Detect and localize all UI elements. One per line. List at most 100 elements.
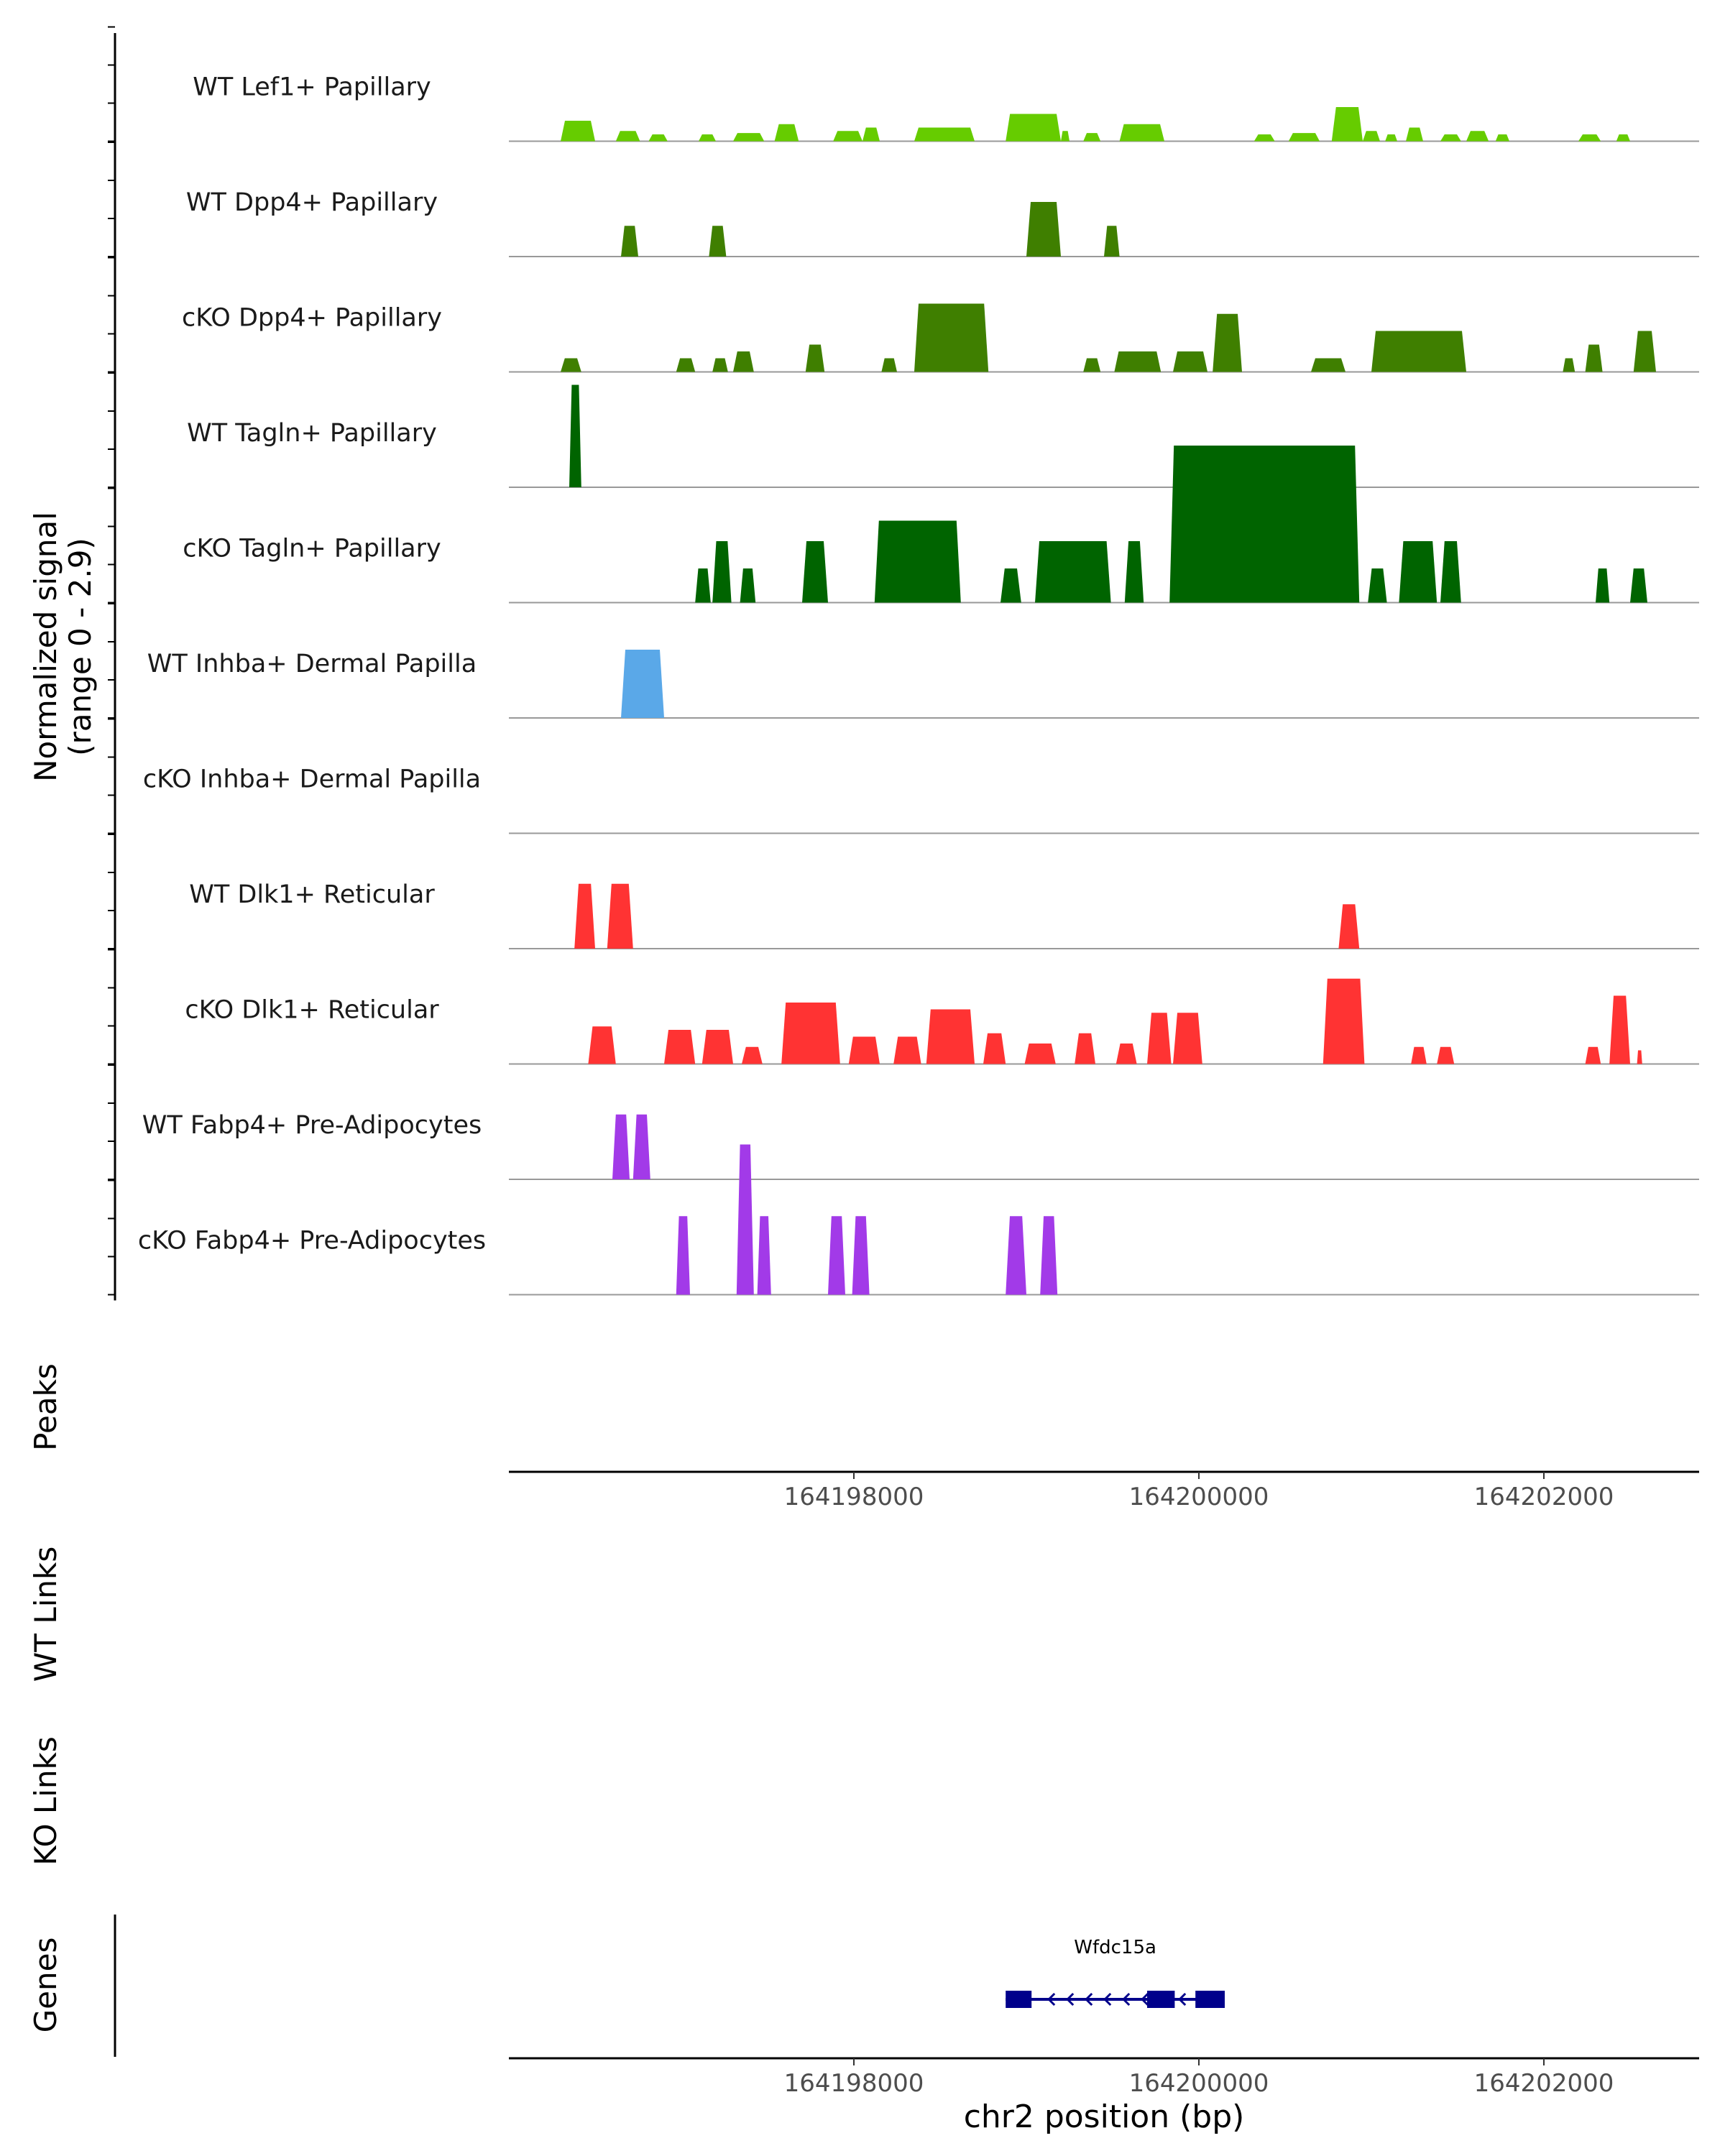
strand-arrow bbox=[1178, 1992, 1187, 2007]
y-axis-sublabel: (range 0 - 2.9) bbox=[63, 538, 98, 756]
signal-peak bbox=[1578, 134, 1601, 142]
signal-peak bbox=[699, 134, 716, 142]
signal-peak bbox=[1585, 1046, 1601, 1064]
signal-peak bbox=[1083, 358, 1101, 372]
signal-peak bbox=[607, 883, 633, 949]
track: cKO Dlk1+ Reticular bbox=[185, 978, 1699, 1065]
signal-peak bbox=[1363, 131, 1380, 142]
track-label: cKO Inhba+ Dermal Papilla bbox=[143, 765, 481, 794]
gene-exon bbox=[1147, 1991, 1175, 2008]
signal-peak bbox=[1630, 568, 1647, 603]
signal-peak bbox=[676, 1216, 690, 1295]
signal-peak bbox=[1338, 904, 1360, 949]
signal-peak bbox=[802, 541, 828, 603]
signal-peak bbox=[1000, 568, 1021, 603]
signal-peak bbox=[1061, 131, 1070, 142]
signal-peak bbox=[805, 344, 825, 372]
signal-peak bbox=[1213, 313, 1242, 372]
track: WT Inhba+ Dermal Papilla bbox=[147, 650, 1699, 719]
signal-peak bbox=[1331, 107, 1363, 142]
signal-peak bbox=[1616, 134, 1630, 142]
genes-x-axis-ticks: 164198000 164200000 164202000 bbox=[784, 2058, 1614, 2098]
signal-peak bbox=[1119, 124, 1164, 142]
x-tick-label: 164198000 bbox=[784, 2069, 924, 2098]
signal-peak bbox=[733, 133, 765, 142]
signal-peak bbox=[1385, 134, 1397, 142]
signal-peak bbox=[1040, 1216, 1058, 1295]
signal-peak bbox=[914, 127, 975, 142]
track: cKO Tagln+ Papillary bbox=[183, 446, 1699, 604]
track-label: cKO Tagln+ Papillary bbox=[183, 535, 441, 563]
wt-links-panel-label: WT Links bbox=[28, 1547, 63, 1682]
signal-peak bbox=[893, 1036, 921, 1064]
signal-peak bbox=[712, 358, 728, 372]
signal-peak bbox=[676, 358, 696, 372]
strand-arrow bbox=[1103, 1992, 1112, 2007]
track: cKO Fabp4+ Pre-Adipocytes bbox=[138, 1144, 1699, 1296]
track: WT Tagln+ Papillary bbox=[187, 384, 1699, 488]
signal-peak bbox=[742, 1046, 763, 1064]
coverage-tracks: WT Lef1+ Papillary WT Dpp4+ Papillary cKO … bbox=[138, 73, 1699, 1296]
strand-arrow bbox=[1141, 1992, 1149, 2007]
track: WT Lef1+ Papillary bbox=[193, 73, 1699, 142]
track-label: WT Lef1+ Papillary bbox=[193, 73, 431, 102]
track-label: WT Inhba+ Dermal Papilla bbox=[147, 650, 477, 678]
signal-peak bbox=[1173, 1013, 1202, 1064]
signal-peak bbox=[852, 1216, 870, 1295]
signal-peak bbox=[1466, 131, 1489, 142]
signal-peak bbox=[1169, 446, 1360, 603]
signal-peak bbox=[1024, 1044, 1056, 1064]
signal-peak bbox=[1440, 134, 1461, 142]
signal-peak bbox=[1368, 568, 1387, 603]
track-label: cKO Dlk1+ Reticular bbox=[185, 996, 439, 1025]
signal-peak bbox=[621, 650, 664, 718]
signal-peak bbox=[1437, 1046, 1455, 1064]
signal-peak bbox=[1147, 1013, 1172, 1064]
x-tick-label: 164202000 bbox=[1474, 1483, 1614, 1511]
signal-peak bbox=[1585, 344, 1603, 372]
signal-peak bbox=[621, 226, 638, 257]
track-label: WT Dlk1+ Reticular bbox=[189, 880, 435, 909]
signal-peak bbox=[569, 384, 581, 487]
signal-peak bbox=[632, 1114, 650, 1179]
signal-peak bbox=[1609, 995, 1630, 1064]
signal-peak bbox=[615, 131, 640, 142]
signal-peak bbox=[881, 358, 897, 372]
x-tick-label: 164198000 bbox=[784, 1483, 924, 1511]
signal-peak bbox=[1371, 331, 1466, 372]
track: WT Dpp4+ Papillary bbox=[186, 188, 1699, 257]
signal-peak bbox=[709, 226, 727, 257]
track-label: WT Fabp4+ Pre-Adipocytes bbox=[142, 1111, 482, 1140]
track: WT Fabp4+ Pre-Adipocytes bbox=[142, 1111, 1699, 1180]
peaks-x-axis-ticks: 164198000 164200000 164202000 bbox=[784, 1472, 1614, 1511]
signal-peak bbox=[1173, 351, 1208, 372]
strand-arrow bbox=[1066, 1992, 1075, 2007]
signal-peak bbox=[664, 1030, 696, 1064]
signal-peak bbox=[1311, 358, 1346, 372]
signal-peak bbox=[1035, 541, 1111, 603]
signal-peak bbox=[561, 358, 581, 372]
signal-peak bbox=[874, 520, 961, 603]
signal-peak bbox=[1596, 568, 1610, 603]
signal-peak bbox=[862, 127, 880, 142]
track: cKO Inhba+ Dermal Papilla bbox=[143, 765, 1699, 834]
signal-peak bbox=[1124, 541, 1144, 603]
strand-arrow bbox=[1122, 1992, 1131, 2007]
x-tick-label: 164200000 bbox=[1129, 2069, 1269, 2098]
y-axis-label: Normalized signal bbox=[28, 512, 63, 782]
signal-peak bbox=[1006, 1216, 1026, 1295]
signal-peak bbox=[1440, 541, 1461, 603]
signal-peak bbox=[1026, 202, 1061, 257]
signal-peak bbox=[833, 131, 862, 142]
signal-peak bbox=[1399, 541, 1438, 603]
strand-arrow bbox=[1047, 1992, 1056, 2007]
track-label: cKO Fabp4+ Pre-Adipocytes bbox=[138, 1227, 486, 1256]
signal-peak bbox=[1563, 358, 1576, 372]
signal-peak bbox=[1116, 1044, 1137, 1064]
signal-peak bbox=[1254, 134, 1275, 142]
signal-peak bbox=[983, 1033, 1006, 1064]
gene-label: Wfdc15a bbox=[1074, 1937, 1156, 1958]
signal-peak bbox=[828, 1216, 845, 1295]
signal-peak bbox=[1114, 351, 1162, 372]
